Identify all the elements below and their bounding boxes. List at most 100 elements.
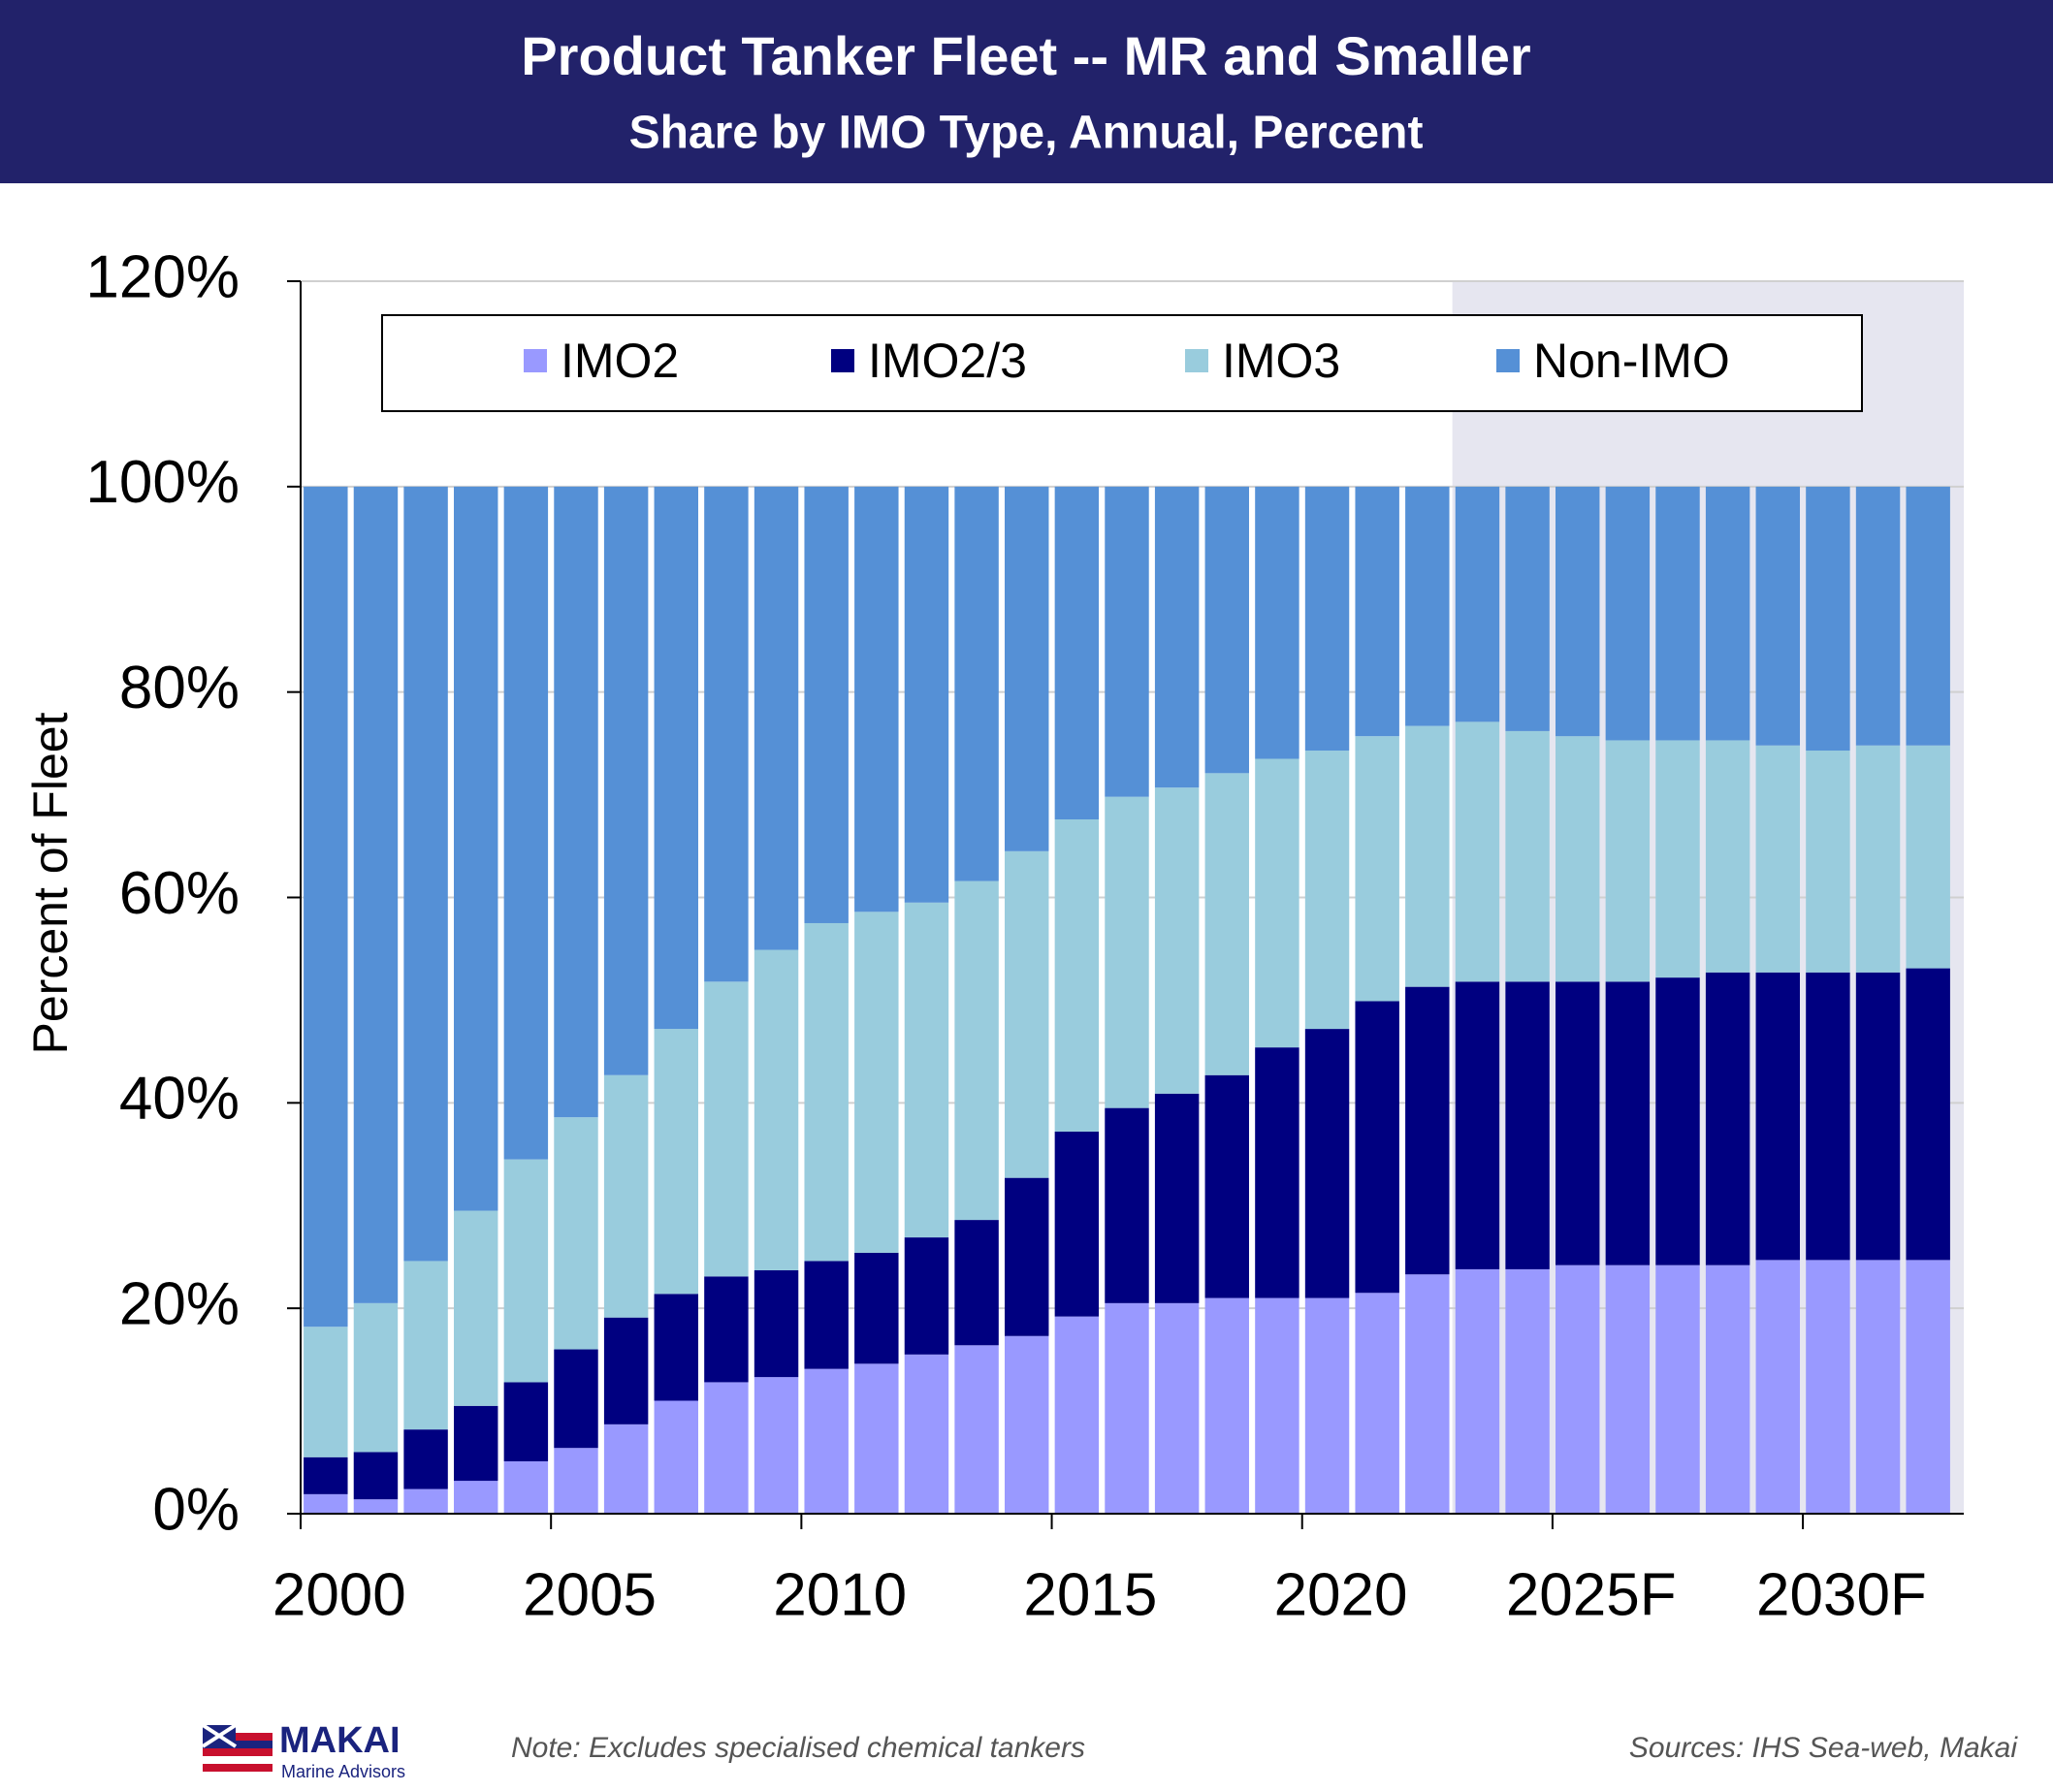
bar-segment: [1906, 745, 1950, 969]
bar-segment: [1605, 486, 1651, 741]
bar-segment: [754, 1377, 799, 1514]
bar-segment: [1054, 819, 1100, 1132]
bar-segment: [1755, 972, 1800, 1261]
bar-segment: [854, 1363, 899, 1514]
logo-cross: [201, 1723, 238, 1748]
x-tick-label: 2020: [1274, 1561, 1408, 1628]
y-tick-label: 100%: [85, 449, 240, 516]
bar-segment: [954, 486, 999, 881]
bar-segment: [1655, 977, 1700, 1265]
bar-segment: [1705, 486, 1750, 741]
bar-segment: [1455, 486, 1500, 722]
logo-stripe: [203, 1725, 273, 1733]
bar-segment: [554, 1448, 598, 1514]
logo: MAKAI Marine Advisors: [201, 1720, 405, 1781]
bar-segment: [1005, 1335, 1049, 1514]
bar-segment: [1304, 751, 1350, 1030]
bar-segment: [1304, 1029, 1350, 1298]
bar-segment: [1906, 968, 1950, 1261]
bar-segment: [1906, 1260, 1950, 1514]
bar-segment: [1204, 486, 1249, 774]
y-tick-label: 60%: [119, 860, 240, 927]
bar-segment: [654, 486, 698, 1030]
chart-subtitle: Share by IMO Type, Annual, Percent: [629, 108, 1424, 159]
bar-segment: [1105, 486, 1149, 797]
bar-segment: [403, 486, 448, 1262]
bar-segment: [1105, 1107, 1149, 1303]
bar-segment: [1806, 486, 1850, 752]
bar-segment: [704, 1382, 749, 1514]
bar-segment: [304, 486, 348, 1328]
bar-segment: [1855, 1260, 1901, 1514]
bar-segment: [603, 1317, 649, 1424]
plot-area: 0% 20% 40% 60% 80% 100% 120% 2000 2005 2010 2015 20…: [85, 243, 1964, 1628]
bar-segment: [804, 1261, 849, 1369]
bar-segment: [1806, 751, 1850, 973]
bar-segment: [854, 912, 899, 1253]
bar-segment: [1355, 736, 1399, 1002]
bar-segment: [454, 486, 498, 1211]
bar-segment: [954, 1345, 999, 1514]
bar-segment: [1705, 972, 1750, 1265]
legend-box: [381, 314, 1863, 412]
legend-swatch: [831, 349, 854, 372]
bar-segment: [353, 1302, 399, 1453]
bar-segment: [754, 1269, 799, 1378]
bar-segment: [1505, 486, 1550, 731]
bar-segment: [503, 1460, 549, 1514]
bar-segment: [1255, 486, 1299, 759]
bar-segment: [1405, 986, 1450, 1275]
bar-segment: [1556, 736, 1600, 982]
bar-segment: [1154, 1302, 1200, 1514]
bar-segment: [1556, 1264, 1600, 1514]
legend-label: Non-IMO: [1533, 334, 1730, 388]
bar-segment: [353, 1452, 399, 1500]
bar-segment: [1204, 773, 1249, 1075]
bar-segment: [1755, 486, 1800, 746]
bar-segment: [1906, 486, 1950, 746]
bar-segment: [1556, 981, 1600, 1265]
logo-text: MAKAI: [279, 1720, 401, 1761]
bar-segment: [353, 1499, 399, 1514]
bar-segment: [1855, 486, 1901, 746]
bar-segment: [904, 1237, 949, 1355]
bar-segment: [1105, 1302, 1149, 1514]
y-tick-label: 80%: [119, 655, 240, 721]
bar-segment: [603, 1424, 649, 1514]
legend-swatch: [524, 349, 547, 372]
bar-segment: [1304, 1297, 1350, 1514]
y-axis-label: Percent of Fleet: [23, 712, 78, 1054]
legend: IMO2 IMO2/3 IMO3 Non-IMO: [381, 314, 1863, 412]
bar-segment: [954, 1220, 999, 1346]
bar-segment: [1255, 758, 1299, 1048]
y-tick-label: 120%: [85, 243, 240, 310]
bar-segment: [603, 486, 649, 1075]
bar-segment: [1204, 1074, 1249, 1298]
bar-segment: [1355, 1293, 1399, 1514]
bar-segment: [403, 1261, 448, 1430]
bar-segment: [1806, 1260, 1850, 1514]
bar-segment: [1455, 1268, 1500, 1514]
bar-segment: [1855, 745, 1901, 973]
x-tick-label: 2000: [273, 1561, 406, 1628]
bar-segment: [1705, 1264, 1750, 1514]
bar-segment: [1005, 486, 1049, 851]
sources: Sources: IHS Sea-web, Makai: [1629, 1732, 2019, 1764]
bar-segment: [1605, 981, 1651, 1265]
bar-segment: [403, 1429, 448, 1489]
bar-segment: [804, 1368, 849, 1514]
legend-swatch: [1496, 349, 1520, 372]
bar-segment: [1755, 1260, 1800, 1514]
bar-segment: [1455, 721, 1500, 982]
x-tick-label: 2025F: [1506, 1561, 1677, 1628]
bar-segment: [704, 1276, 749, 1383]
bar-segment: [554, 486, 598, 1118]
bar-segment: [304, 1456, 348, 1494]
bar-segment: [854, 1252, 899, 1364]
bar-segment: [1405, 486, 1450, 726]
bar-segment: [1005, 1177, 1049, 1336]
chart-title: Product Tanker Fleet -- MR and Smaller: [521, 25, 1530, 86]
bar-segment: [1705, 740, 1750, 973]
bar-segment: [1105, 796, 1149, 1108]
